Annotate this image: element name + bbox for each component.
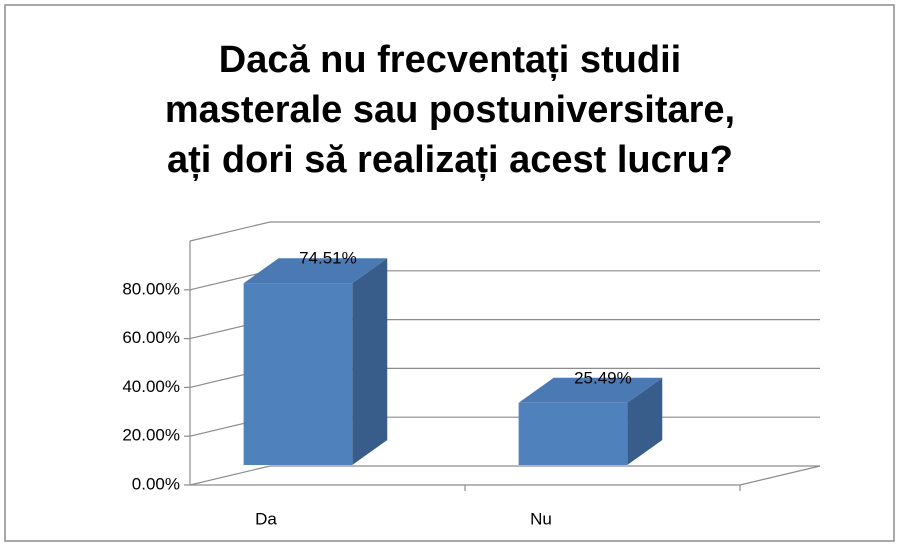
y-tick-label: 60.00% [122,328,180,347]
bar-side [627,377,663,465]
chart-title: ați dori să realizați acest lucru? [167,139,733,181]
y-tick-label: 0.00% [132,474,180,493]
bar-top [243,258,388,284]
floor-edge [739,465,821,486]
bar-top [518,377,663,403]
y-tick-label: 40.00% [122,377,180,396]
x-tick-label: Da [255,509,277,528]
y-tick-label: 20.00% [122,426,180,445]
chart-title: Dacă nu frecventați studii [219,39,681,81]
bar-side [352,258,388,465]
chart-title: masterale sau postuniversitare, [165,89,735,131]
bar [243,283,353,465]
chart-frame [4,4,895,542]
grid-line [189,465,820,486]
x-tick-label: Nu [530,509,552,528]
data-label: 25.49% [574,368,632,387]
y-tick-label: 80.00% [122,279,180,298]
bar [518,402,628,465]
data-label: 74.51% [299,249,357,268]
diag [189,221,271,242]
